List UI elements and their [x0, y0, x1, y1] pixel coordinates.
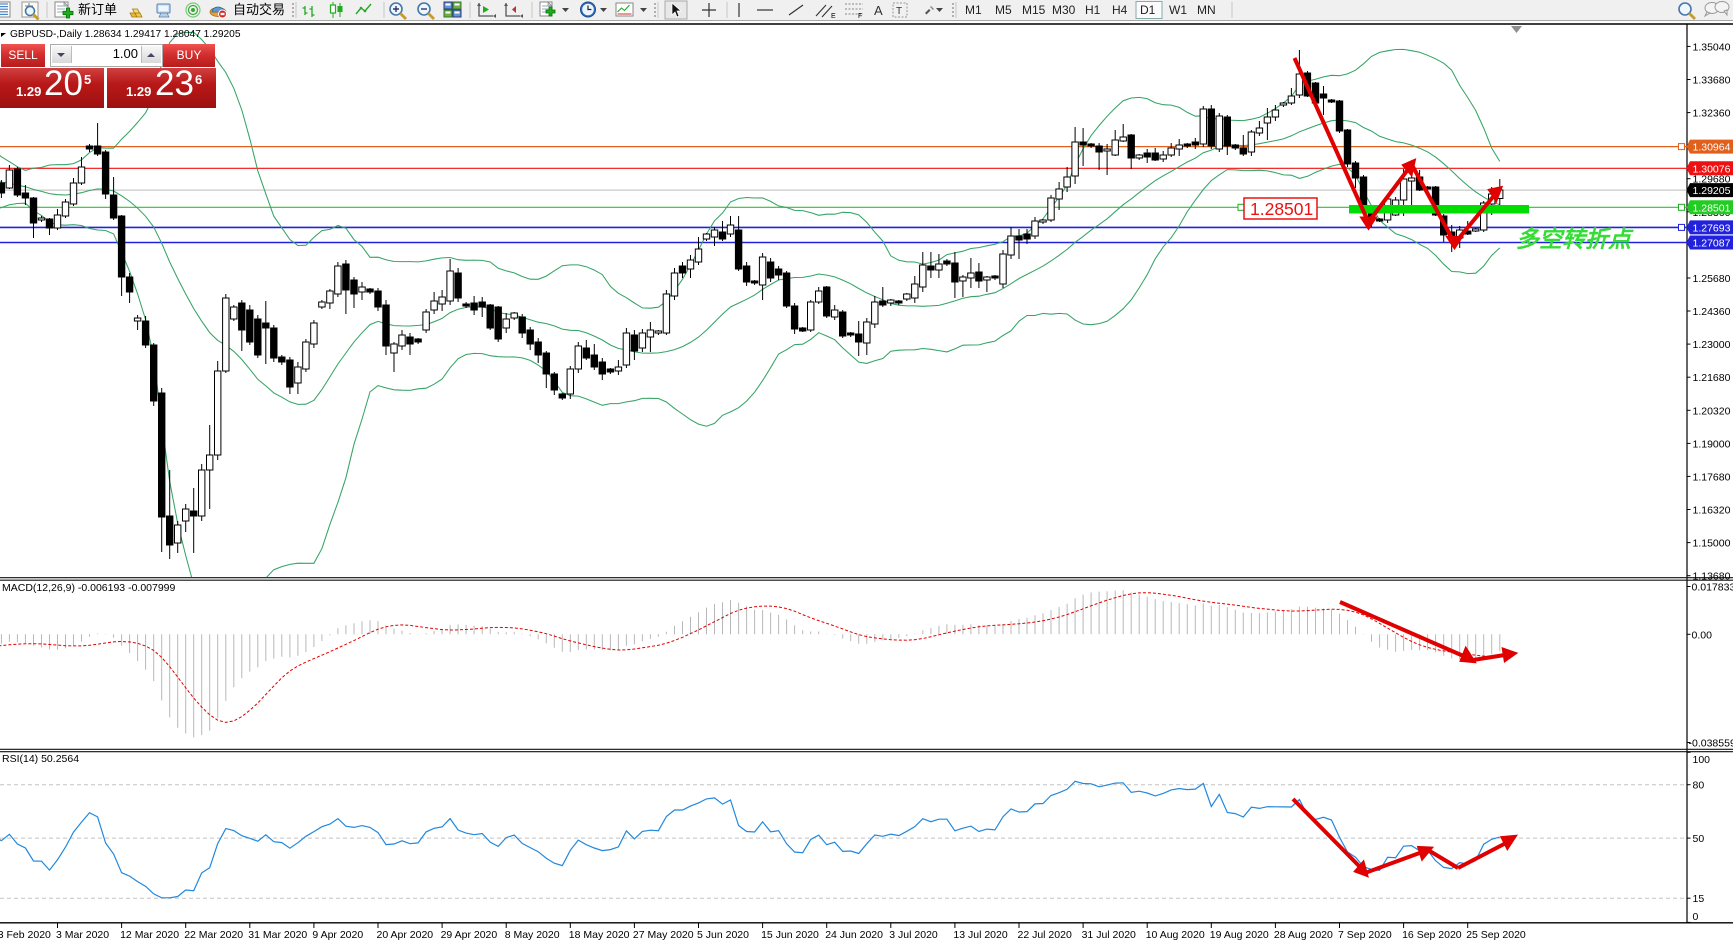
svg-text:29 Apr 2020: 29 Apr 2020	[441, 929, 498, 941]
svg-text:1.21680: 1.21680	[1693, 372, 1731, 384]
svg-text:23 Feb 2020: 23 Feb 2020	[0, 929, 51, 941]
svg-text:20 Apr 2020: 20 Apr 2020	[377, 929, 434, 941]
svg-text:1.24360: 1.24360	[1693, 306, 1731, 318]
svg-text:1.19000: 1.19000	[1693, 438, 1731, 450]
svg-text:H1: H1	[1085, 3, 1101, 17]
svg-text:3 Mar 2020: 3 Mar 2020	[56, 929, 109, 941]
svg-text:1.13680: 1.13680	[1693, 571, 1731, 583]
svg-text:16 Sep 2020: 16 Sep 2020	[1402, 929, 1462, 941]
svg-text:1.32360: 1.32360	[1693, 108, 1731, 120]
svg-text:1.17680: 1.17680	[1693, 471, 1731, 483]
svg-text:新订单: 新订单	[78, 2, 117, 17]
svg-text:9 Apr 2020: 9 Apr 2020	[312, 929, 363, 941]
svg-text:自动交易: 自动交易	[233, 2, 285, 17]
svg-text:多空转折点: 多空转折点	[1516, 226, 1634, 252]
svg-text:19 Aug 2020: 19 Aug 2020	[1210, 929, 1269, 941]
svg-text:18 May 2020: 18 May 2020	[569, 929, 630, 941]
svg-text:0.017833: 0.017833	[1692, 582, 1733, 594]
svg-text:1.25680: 1.25680	[1693, 273, 1731, 285]
svg-text:GBPUSD-,Daily 1.28634 1.29417: GBPUSD-,Daily 1.28634 1.29417 1.28047 1.…	[10, 29, 241, 40]
svg-text:1.30964: 1.30964	[1693, 142, 1731, 154]
svg-text:27 May 2020: 27 May 2020	[633, 929, 694, 941]
svg-text:1.15000: 1.15000	[1693, 538, 1731, 550]
svg-text:15: 15	[1693, 893, 1705, 905]
svg-text:13 Jul 2020: 13 Jul 2020	[953, 929, 1007, 941]
svg-text:RSI(14) 50.2564: RSI(14) 50.2564	[2, 753, 79, 765]
svg-text:MACD(12,26,9) -0.006193 -0.007: MACD(12,26,9) -0.006193 -0.007999	[2, 582, 176, 594]
svg-text:M30: M30	[1052, 3, 1076, 17]
svg-text:W1: W1	[1169, 3, 1187, 17]
svg-text:1.35040: 1.35040	[1693, 41, 1731, 53]
svg-text:M1: M1	[965, 3, 982, 17]
svg-text:1.20320: 1.20320	[1693, 405, 1731, 417]
svg-text:1.23000: 1.23000	[1693, 339, 1731, 351]
svg-text:T: T	[896, 6, 902, 17]
svg-text:1.28501: 1.28501	[1250, 199, 1313, 219]
svg-text:22 Jul 2020: 22 Jul 2020	[1018, 929, 1072, 941]
svg-text:D1: D1	[1140, 3, 1156, 17]
svg-text:1.27087: 1.27087	[1693, 238, 1731, 250]
svg-text:50: 50	[1693, 833, 1705, 845]
svg-text:A: A	[874, 3, 883, 18]
svg-text:0: 0	[1693, 911, 1699, 923]
svg-text:24 Jun 2020: 24 Jun 2020	[825, 929, 883, 941]
svg-text:1.29205: 1.29205	[1693, 185, 1731, 197]
svg-text:25 Sep 2020: 25 Sep 2020	[1466, 929, 1526, 941]
svg-text:H4: H4	[1112, 3, 1128, 17]
svg-text:1.29680: 1.29680	[1693, 174, 1731, 186]
svg-text:M5: M5	[995, 3, 1012, 17]
svg-text:80: 80	[1693, 780, 1705, 792]
svg-text:28 Aug 2020: 28 Aug 2020	[1274, 929, 1333, 941]
svg-text:8 May 2020: 8 May 2020	[505, 929, 560, 941]
svg-text:1.27693: 1.27693	[1693, 222, 1731, 234]
svg-text:31 Jul 2020: 31 Jul 2020	[1082, 929, 1136, 941]
svg-text:0.00: 0.00	[1692, 629, 1713, 641]
svg-text:15 Jun 2020: 15 Jun 2020	[761, 929, 819, 941]
svg-text:1.30076: 1.30076	[1693, 163, 1731, 175]
svg-text:1.33680: 1.33680	[1693, 75, 1731, 87]
svg-text:10 Aug 2020: 10 Aug 2020	[1146, 929, 1205, 941]
svg-text:5 Jun 2020: 5 Jun 2020	[697, 929, 749, 941]
svg-text:-0.038559: -0.038559	[1689, 738, 1733, 750]
svg-text:3 Jul 2020: 3 Jul 2020	[889, 929, 938, 941]
svg-text:100: 100	[1693, 754, 1711, 766]
svg-text:E: E	[831, 13, 836, 20]
svg-text:12 Mar 2020: 12 Mar 2020	[120, 929, 179, 941]
svg-text:7 Sep 2020: 7 Sep 2020	[1338, 929, 1392, 941]
svg-text:1.16320: 1.16320	[1693, 505, 1731, 517]
svg-text:MN: MN	[1197, 3, 1216, 17]
svg-text:M15: M15	[1022, 3, 1046, 17]
svg-text:1.28501: 1.28501	[1693, 202, 1731, 214]
svg-text:F: F	[858, 13, 862, 20]
svg-text:22 Mar 2020: 22 Mar 2020	[184, 929, 243, 941]
svg-text:31 Mar 2020: 31 Mar 2020	[248, 929, 307, 941]
